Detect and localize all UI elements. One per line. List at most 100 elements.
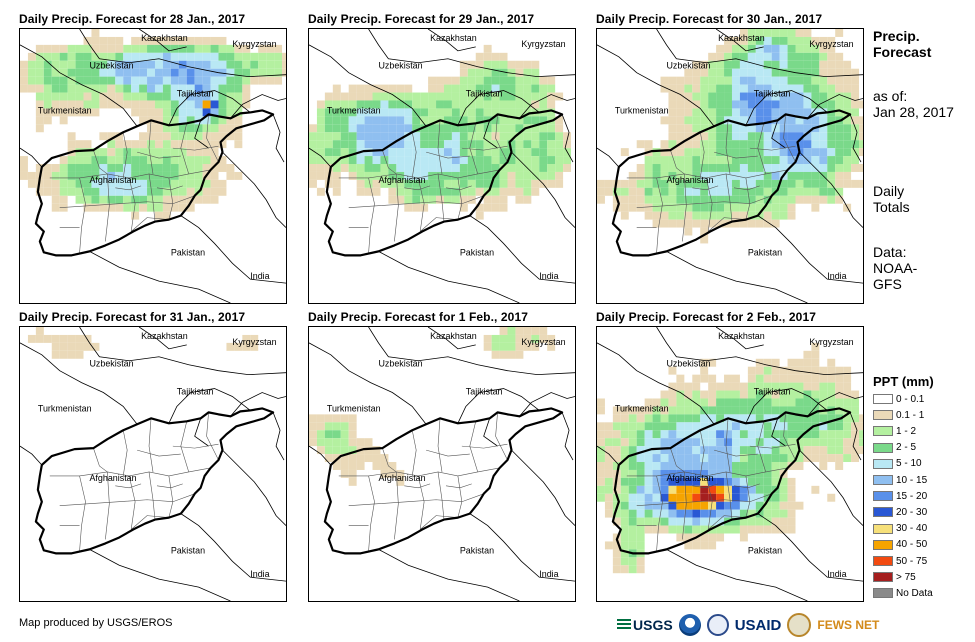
country-label-kyrgyzstan: Kyrgyzstan bbox=[521, 337, 565, 347]
province-boundary bbox=[469, 123, 479, 175]
province-boundary bbox=[682, 173, 687, 242]
legend-item: > 75 bbox=[873, 571, 916, 583]
province-boundary bbox=[757, 123, 767, 175]
province-boundary bbox=[206, 114, 219, 163]
province-boundary bbox=[59, 195, 195, 208]
side-totals-line1: Daily bbox=[873, 183, 905, 199]
country-label-uzbekistan: Uzbekistan bbox=[666, 61, 710, 71]
country-border bbox=[597, 445, 620, 466]
precip-grid bbox=[309, 327, 556, 486]
province-boundary bbox=[461, 443, 508, 449]
precip-grid bbox=[597, 29, 863, 244]
country-border bbox=[230, 94, 286, 119]
country-border bbox=[20, 44, 138, 127]
country-label-tajikistan: Tajikistan bbox=[177, 387, 214, 397]
country-label-turkmenistan: Turkmenistan bbox=[615, 105, 669, 115]
country-border bbox=[597, 44, 715, 127]
country-border bbox=[519, 94, 575, 119]
precip-grid bbox=[309, 44, 572, 220]
country-label-kyrgyzstan: Kyrgyzstan bbox=[809, 39, 853, 49]
legend-label: 30 - 40 bbox=[896, 523, 928, 535]
province-boundary bbox=[348, 195, 484, 208]
province-boundary bbox=[757, 421, 767, 473]
province-boundary bbox=[338, 467, 500, 477]
province-boundary bbox=[636, 515, 746, 530]
province-boundary bbox=[168, 177, 174, 220]
country-label-kazakhstan: Kazakhstan bbox=[141, 33, 188, 43]
country-label-afghanistan: Afghanistan bbox=[89, 175, 136, 185]
province-boundary bbox=[670, 448, 685, 473]
country-border bbox=[666, 549, 808, 601]
panel-title-1: Daily Precip. Forecast for 28 Jan., 2017 bbox=[19, 12, 246, 26]
country-border bbox=[427, 327, 476, 350]
legend-swatch bbox=[873, 507, 893, 518]
usaid-logo: USAID bbox=[735, 617, 782, 634]
panel-title-6: Daily Precip. Forecast for 2 Feb., 2017 bbox=[596, 310, 816, 324]
province-boundary bbox=[495, 114, 508, 163]
province-boundary bbox=[122, 430, 128, 476]
province-boundary bbox=[656, 475, 663, 552]
province-boundary bbox=[670, 150, 685, 175]
state-seal-icon bbox=[706, 614, 729, 636]
legend-label: 1 - 2 bbox=[896, 425, 917, 437]
country-border bbox=[230, 392, 286, 417]
province-boundary bbox=[168, 475, 174, 518]
province-boundary bbox=[682, 471, 687, 540]
country-border bbox=[597, 147, 620, 168]
panel-title-4: Daily Precip. Forecast for 31 Jan., 2017 bbox=[19, 310, 246, 324]
country-border bbox=[79, 29, 286, 78]
legend-item: 0.1 - 1 bbox=[873, 409, 924, 421]
panel-title-2: Daily Precip. Forecast for 29 Jan., 2017 bbox=[308, 12, 535, 26]
country-label-uzbekistan: Uzbekistan bbox=[666, 359, 710, 369]
country-label-pakistan: Pakistan bbox=[460, 545, 494, 555]
country-border bbox=[807, 392, 863, 417]
country-border bbox=[368, 327, 575, 376]
logo-strip: USGS USAID FEWS NET bbox=[617, 611, 879, 639]
province-boundary bbox=[59, 217, 169, 232]
legend-label: 10 - 15 bbox=[896, 474, 928, 486]
province-boundary bbox=[180, 123, 190, 175]
country-border bbox=[849, 412, 862, 461]
legend-item: 50 - 75 bbox=[873, 555, 927, 567]
map-svg-4: Kazakhstan Kyrgyzstan Uzbekistan Tajikistan… bbox=[20, 327, 286, 601]
usgs-logo-text: USGS bbox=[633, 617, 673, 633]
map-panel-5: Kazakhstan Kyrgyzstan Uzbekistan Tajikistan… bbox=[308, 326, 576, 602]
country-border bbox=[378, 251, 520, 303]
country-border bbox=[799, 449, 863, 526]
country-border bbox=[511, 151, 575, 228]
country-border bbox=[656, 327, 863, 376]
afghanistan-outline bbox=[34, 407, 275, 555]
country-border bbox=[483, 418, 498, 447]
province-boundary bbox=[783, 412, 796, 461]
province-boundary bbox=[368, 475, 375, 552]
province-boundary bbox=[636, 217, 746, 232]
country-border bbox=[771, 418, 786, 447]
country-label-kazakhstan: Kazakhstan bbox=[141, 331, 188, 341]
country-border bbox=[309, 445, 332, 466]
afghanistan-outline bbox=[611, 407, 852, 555]
fews-logo-text: FEWS NET bbox=[817, 618, 880, 632]
legend-item: 30 - 40 bbox=[873, 523, 927, 535]
country-label-tajikistan: Tajikistan bbox=[177, 89, 214, 99]
map-panel-2: Kazakhstan Kyrgyzstan Uzbekistan Tajikistan… bbox=[308, 28, 576, 304]
country-border bbox=[79, 327, 286, 376]
side-title: Precip. Forecast bbox=[873, 28, 931, 60]
fews-logo: FEWS NET bbox=[817, 618, 879, 632]
province-boundary bbox=[206, 412, 219, 461]
province-boundary bbox=[137, 151, 181, 159]
legend-swatch bbox=[873, 410, 893, 421]
precip-grid bbox=[20, 29, 286, 220]
country-border bbox=[457, 90, 540, 126]
province-boundary bbox=[115, 483, 183, 489]
country-border bbox=[180, 513, 286, 582]
country-label-turkmenistan: Turkmenistan bbox=[327, 105, 381, 115]
province-boundary bbox=[49, 467, 211, 477]
province-boundary bbox=[122, 132, 128, 178]
map-credit: Map produced by USGS/EROS bbox=[19, 617, 173, 629]
country-label-kazakhstan: Kazakhstan bbox=[718, 33, 765, 43]
map-panel-3: Kazakhstan Kyrgyzstan Uzbekistan Tajikistan… bbox=[596, 28, 864, 304]
legend-swatch bbox=[873, 556, 893, 566]
country-border bbox=[799, 151, 863, 228]
country-label-afghanistan: Afghanistan bbox=[378, 175, 425, 185]
province-boundary bbox=[725, 173, 733, 222]
